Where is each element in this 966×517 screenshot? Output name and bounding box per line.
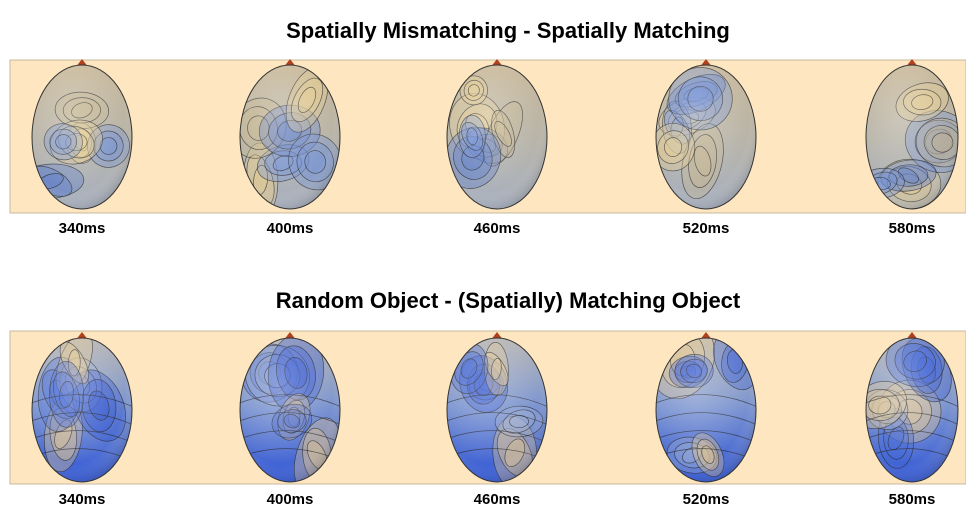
shading xyxy=(239,337,341,483)
scalp-map xyxy=(446,59,548,210)
shading xyxy=(31,337,133,483)
time-label: 580ms xyxy=(889,491,936,508)
shading xyxy=(239,64,341,210)
time-label: 400ms xyxy=(267,491,314,508)
time-label: 460ms xyxy=(474,220,521,237)
time-label: 340ms xyxy=(59,220,106,237)
shading xyxy=(446,64,548,210)
scalp-map xyxy=(865,332,959,483)
scalp-map xyxy=(31,332,133,483)
time-labels: 340ms 400ms 460ms 520ms 580ms 340ms 400ms 460ms… xyxy=(59,220,936,508)
shading xyxy=(655,337,757,483)
time-label: 580ms xyxy=(889,220,936,237)
time-label: 520ms xyxy=(683,491,730,508)
shading xyxy=(865,64,959,210)
panel-title: Spatially Mismatching - Spatially Matchi… xyxy=(286,18,730,43)
shading xyxy=(446,337,548,483)
shading xyxy=(655,64,757,210)
scalp-map xyxy=(655,59,757,210)
shading xyxy=(865,337,959,483)
time-label: 340ms xyxy=(59,491,106,508)
panel-title: Random Object - (Spatially) Matching Obj… xyxy=(276,288,741,313)
time-label: 400ms xyxy=(267,220,314,237)
time-label: 460ms xyxy=(474,491,521,508)
time-label: 520ms xyxy=(683,220,730,237)
scalp-map xyxy=(239,332,341,483)
topographies xyxy=(31,59,959,483)
scalp-map xyxy=(865,59,959,210)
shading xyxy=(31,64,133,210)
